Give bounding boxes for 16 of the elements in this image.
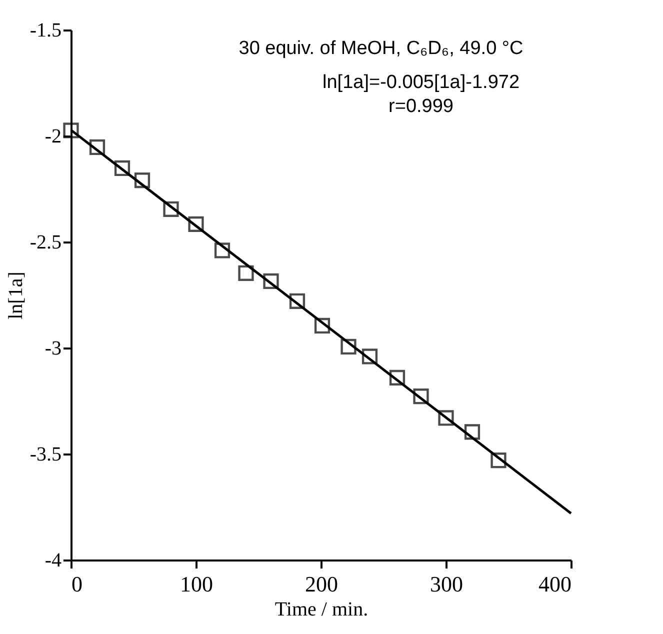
x-tick-label: 200 <box>305 572 338 596</box>
x-tick-label: 300 <box>430 572 463 596</box>
annotation: ln[1a]=-0.005[1a]-1.972 <box>322 72 520 93</box>
y-tick-label: -4 <box>44 550 62 572</box>
y-tick-label: -2 <box>44 126 62 148</box>
y-tick-label: -3 <box>44 338 62 360</box>
y-tick-label: -1.5 <box>30 20 62 42</box>
y-tick-label: -2.5 <box>30 232 62 254</box>
x-tick-label: 400 <box>538 572 572 596</box>
x-tick-label: 100 <box>180 572 213 596</box>
annotation: 30 equiv. of MeOH, C₆D₆, 49.0 °C <box>238 38 524 59</box>
y-axis-title: ln[1a] <box>4 272 27 320</box>
x-tick-label: 0 <box>72 572 82 596</box>
y-tick-label: -3.5 <box>30 444 62 466</box>
annotation: r=0.999 <box>388 96 454 117</box>
x-axis-title: Time / min. <box>274 598 368 620</box>
